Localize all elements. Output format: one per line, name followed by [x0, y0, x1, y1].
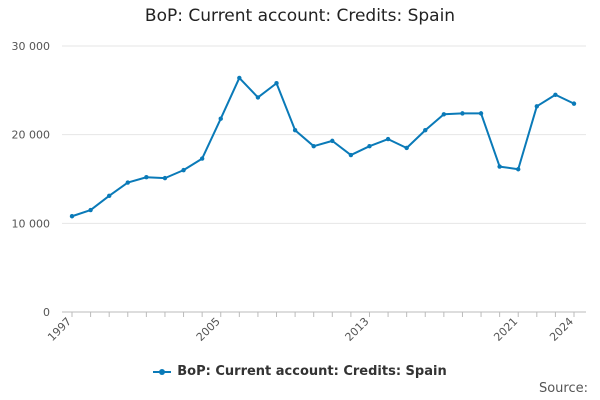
x-tick-label: 2005	[194, 315, 223, 344]
source-label: Source:	[538, 381, 588, 396]
data-point	[571, 101, 577, 106]
data-point	[274, 81, 279, 86]
data-point	[106, 193, 112, 199]
data-point	[404, 145, 409, 151]
legend[interactable]: BoP: Current account: Credits: Spain	[0, 364, 600, 379]
data-point	[516, 167, 521, 172]
data-point	[478, 111, 484, 116]
y-tick-label: 20 000	[12, 129, 51, 142]
data-point	[497, 164, 502, 169]
data-point	[144, 175, 149, 180]
data-point	[181, 167, 186, 173]
axes: 0 10 000 20 000 30 000 1997 2005 2013 2021 2024	[12, 40, 586, 344]
x-tick-label: 2013	[343, 315, 372, 344]
x-tick-label: 2021	[491, 315, 520, 344]
x-tick-label: 2024	[547, 315, 576, 344]
chart-title: BoP: Current account: Credits: Spain	[144, 6, 456, 26]
data-point	[199, 156, 205, 161]
data-point	[441, 112, 447, 117]
legend-label: BoP: Current account: Credits: Spain	[177, 364, 447, 379]
data-point	[69, 214, 75, 219]
data-point	[292, 128, 298, 133]
data-point	[125, 180, 130, 185]
data-point	[237, 75, 242, 81]
data-point	[330, 138, 335, 144]
data-point	[460, 111, 465, 116]
data-point	[162, 175, 168, 181]
data-point	[367, 143, 372, 149]
legend-swatch	[153, 367, 172, 377]
data-point	[553, 92, 558, 97]
data-point	[255, 95, 261, 100]
data-point	[311, 143, 316, 149]
data-point	[423, 128, 428, 133]
data-point	[385, 136, 391, 142]
x-tick-label: 1997	[45, 315, 74, 344]
y-tick-label: 0	[43, 306, 50, 319]
data-point	[534, 104, 540, 109]
data-point	[348, 152, 354, 158]
y-tick-label: 30 000	[12, 40, 51, 53]
series-line	[71, 76, 575, 218]
data-point	[88, 207, 93, 213]
data-point	[218, 116, 223, 121]
series-layer	[69, 75, 577, 219]
y-tick-label: 10 000	[12, 217, 51, 230]
